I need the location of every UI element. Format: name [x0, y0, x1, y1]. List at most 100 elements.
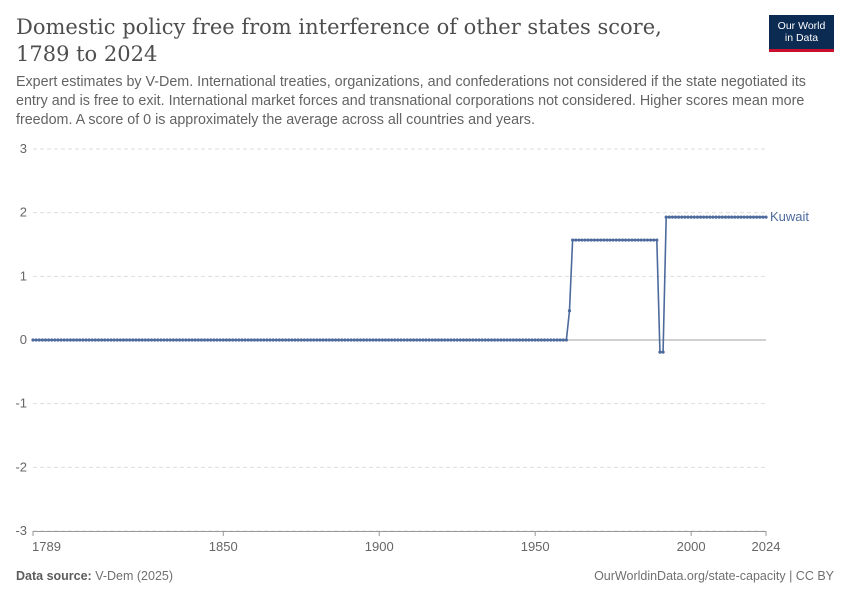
data-point [149, 338, 154, 342]
data-point [739, 215, 743, 219]
data-point [583, 238, 587, 242]
data-point [128, 338, 132, 342]
data-point [558, 338, 562, 342]
data-point [337, 338, 341, 342]
data-point [614, 238, 618, 242]
data-point [312, 338, 316, 342]
data-point [393, 338, 397, 342]
data-point [227, 338, 232, 342]
data-point [589, 238, 593, 242]
data-point [327, 338, 331, 342]
data-point [424, 338, 428, 342]
data-point [349, 338, 353, 342]
data-point [458, 338, 462, 342]
data-point [461, 338, 466, 342]
data-point [280, 338, 285, 342]
data-point [143, 338, 147, 342]
data-point [471, 338, 475, 342]
data-point [50, 338, 54, 342]
data-point [134, 338, 138, 342]
data-point [162, 338, 166, 342]
data-point [595, 238, 600, 242]
data-point [358, 338, 363, 342]
data-point [421, 338, 425, 342]
data-point [742, 215, 746, 219]
data-point [577, 238, 581, 242]
data-point [608, 238, 612, 242]
y-tick-label: -1 [15, 396, 27, 411]
data-point [639, 238, 643, 242]
data-point [190, 338, 194, 342]
data-point [499, 338, 503, 342]
data-point [564, 338, 568, 342]
data-point [62, 338, 66, 342]
data-point [677, 215, 681, 219]
data-point [552, 338, 556, 342]
data-point [121, 338, 126, 342]
data-point [252, 338, 257, 342]
data-point [705, 215, 709, 219]
data-point [602, 238, 606, 242]
data-point [65, 338, 69, 342]
data-point [415, 338, 419, 342]
data-point [318, 338, 322, 342]
x-tick-label: 1900 [365, 539, 394, 554]
data-point [309, 338, 313, 342]
data-point [695, 215, 699, 219]
data-point [231, 338, 235, 342]
data-point [533, 338, 537, 342]
data-point [440, 338, 444, 342]
data-point [106, 338, 110, 342]
data-point [262, 338, 266, 342]
owid-logo[interactable]: Our World in Data [769, 15, 834, 52]
data-point [156, 338, 160, 342]
data-source-value: V-Dem (2025) [95, 569, 174, 583]
data-point [714, 215, 718, 219]
data-point [446, 338, 450, 342]
data-point [630, 238, 634, 242]
data-point [524, 338, 528, 342]
data-point [464, 338, 469, 342]
data-point [408, 338, 413, 342]
source-link[interactable]: OurWorldinData.org/state-capacity | CC B… [594, 569, 834, 583]
data-point [386, 338, 391, 342]
data-point [617, 238, 622, 242]
data-point [486, 338, 490, 342]
data-point [480, 338, 484, 342]
data-point [259, 338, 263, 342]
data-point [324, 338, 328, 342]
data-point [81, 338, 85, 342]
data-point [633, 238, 637, 242]
y-tick-label: 2 [20, 205, 27, 220]
data-point [493, 338, 497, 342]
data-point [47, 338, 51, 342]
data-point [430, 338, 434, 342]
data-point [586, 238, 590, 242]
data-point [53, 338, 57, 342]
data-point [246, 338, 250, 342]
data-point [93, 338, 97, 342]
data-point [34, 338, 38, 342]
x-tick-label: 1789 [32, 539, 61, 554]
data-point [224, 338, 228, 342]
data-point [443, 338, 447, 342]
data-point [661, 350, 665, 354]
y-tick-label: -2 [15, 459, 27, 474]
y-tick-label: -3 [15, 523, 27, 538]
data-point [751, 215, 756, 219]
data-point [333, 338, 338, 342]
data-point [555, 338, 559, 342]
data-point [755, 215, 759, 219]
data-point [748, 215, 753, 219]
data-point [708, 215, 712, 219]
data-point [418, 338, 422, 342]
data-point [78, 338, 82, 342]
data-point [580, 238, 584, 242]
data-point [159, 338, 163, 342]
data-point [84, 338, 88, 342]
data-point [137, 338, 141, 342]
data-point [202, 338, 207, 342]
data-point [243, 338, 247, 342]
y-tick-label: 0 [20, 332, 27, 347]
